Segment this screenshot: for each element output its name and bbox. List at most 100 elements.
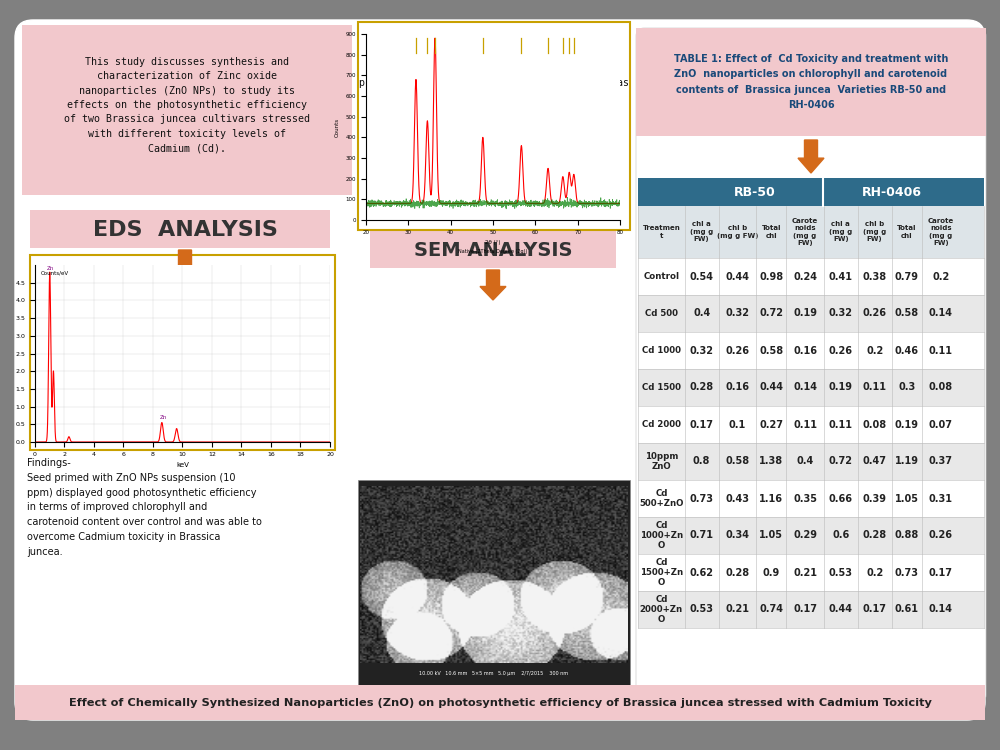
Text: 0.58: 0.58 (725, 457, 749, 466)
Text: 0.17: 0.17 (793, 604, 817, 614)
Text: 0.11: 0.11 (863, 382, 887, 392)
Text: 0.28: 0.28 (690, 382, 714, 392)
Bar (638, 178, 984, 206)
Text: 0.07: 0.07 (929, 419, 953, 430)
Bar (638, 554, 984, 591)
Text: 0.41: 0.41 (829, 272, 853, 281)
Text: 0.1: 0.1 (729, 419, 746, 430)
Text: chl a
(mg g
FW): chl a (mg g FW) (829, 221, 852, 242)
Bar (22, 25, 352, 195)
Text: 0.2: 0.2 (866, 346, 883, 355)
Text: 0.24: 0.24 (793, 272, 817, 281)
Text: 0.2: 0.2 (866, 568, 883, 578)
Text: 0.32: 0.32 (725, 308, 749, 319)
Text: Total
chl: Total chl (897, 225, 917, 238)
Text: Cd
500+ZnO: Cd 500+ZnO (639, 489, 684, 508)
Text: 0.73: 0.73 (895, 568, 919, 578)
Text: 0.98: 0.98 (759, 272, 783, 281)
Text: 0.39: 0.39 (863, 494, 887, 503)
Text: 0.47: 0.47 (863, 457, 887, 466)
Text: 0.4: 0.4 (693, 308, 710, 319)
Text: 0.35: 0.35 (793, 494, 817, 503)
Text: EDS  ANALYSIS: EDS ANALYSIS (93, 220, 277, 240)
Text: RH-0406: RH-0406 (862, 185, 922, 199)
Polygon shape (798, 140, 824, 173)
Bar (638, 295, 984, 332)
Text: 0.31: 0.31 (929, 494, 953, 503)
Text: 0.17: 0.17 (863, 604, 887, 614)
Bar (638, 332, 984, 369)
Text: 0.53: 0.53 (690, 604, 714, 614)
Text: 0.2: 0.2 (932, 272, 949, 281)
Text: 0.43: 0.43 (725, 494, 749, 503)
Bar (638, 480, 984, 517)
Text: 0.11: 0.11 (929, 346, 953, 355)
Text: 0.72: 0.72 (829, 457, 853, 466)
Text: 0.4: 0.4 (796, 457, 814, 466)
Text: 0.74: 0.74 (759, 604, 783, 614)
FancyBboxPatch shape (636, 28, 986, 703)
Text: 0.8: 0.8 (693, 457, 710, 466)
Bar (358, 22, 630, 230)
Text: 0.26: 0.26 (863, 308, 887, 319)
Bar (638, 517, 984, 554)
Text: 0.21: 0.21 (793, 568, 817, 578)
Text: ZnO NPs were synthesized by chemical
precipitation method and characterization w: ZnO NPs were synthesized by chemical pre… (359, 64, 629, 146)
Text: 10ppm
ZnO: 10ppm ZnO (645, 452, 678, 471)
Text: 0.19: 0.19 (895, 419, 919, 430)
Text: 0.88: 0.88 (895, 530, 919, 541)
Bar (638, 591, 984, 628)
Text: 1.05: 1.05 (759, 530, 783, 541)
Text: 0.32: 0.32 (829, 308, 853, 319)
Text: Cd
2000+Zn
O: Cd 2000+Zn O (640, 595, 683, 625)
Text: chl a
(mg g
FW): chl a (mg g FW) (690, 221, 713, 242)
Text: Zn: Zn (47, 266, 54, 272)
Text: Cd 1500: Cd 1500 (642, 383, 681, 392)
Text: Control: Control (643, 272, 679, 281)
Text: 0.6: 0.6 (832, 530, 849, 541)
Bar (638, 206, 984, 258)
Text: 1.05: 1.05 (895, 494, 919, 503)
Text: TABLE 1: Effect of  Cd Toxicity and treatment with
ZnO  nanoparticles on chlorop: TABLE 1: Effect of Cd Toxicity and treat… (674, 53, 948, 110)
Text: 0.54: 0.54 (690, 272, 714, 281)
Bar (358, 480, 630, 685)
Text: 0.26: 0.26 (929, 530, 953, 541)
Text: 0.58: 0.58 (895, 308, 919, 319)
Bar (636, 28, 986, 136)
Text: 0.28: 0.28 (725, 568, 749, 578)
Text: 0.66: 0.66 (829, 494, 853, 503)
Text: 0.58: 0.58 (759, 346, 783, 355)
Text: 0.11: 0.11 (793, 419, 817, 430)
Text: 0.14: 0.14 (929, 604, 953, 614)
Text: 0.17: 0.17 (929, 568, 953, 578)
Text: 0.73: 0.73 (690, 494, 714, 503)
Text: Effect of Chemically Synthesized Nanoparticles (ZnO) on photosynthetic efficienc: Effect of Chemically Synthesized Nanopar… (69, 698, 931, 707)
Text: 0.19: 0.19 (829, 382, 853, 392)
Text: 1.38: 1.38 (759, 457, 783, 466)
Text: 0.27: 0.27 (759, 419, 783, 430)
Text: 10.00 kV   10.6 mm   5×5 mm   5.0 µm    2/7/2015    300 nm: 10.00 kV 10.6 mm 5×5 mm 5.0 µm 2/7/2015 … (419, 671, 569, 676)
Text: RB-50: RB-50 (733, 185, 775, 199)
Text: 0.21: 0.21 (725, 604, 749, 614)
Text: Carote
noids
(mg g
FW): Carote noids (mg g FW) (928, 217, 954, 246)
Bar (358, 25, 630, 195)
Bar (638, 258, 984, 295)
Text: Zn: Zn (160, 415, 167, 420)
Text: 0.44: 0.44 (725, 272, 749, 281)
Text: 0.3: 0.3 (898, 382, 915, 392)
Text: 0.37: 0.37 (929, 457, 953, 466)
Text: 0.72: 0.72 (759, 308, 783, 319)
Text: Cd 2000: Cd 2000 (642, 420, 681, 429)
Text: chl b
(mg g
FW): chl b (mg g FW) (863, 221, 886, 242)
Text: 0.9: 0.9 (763, 568, 780, 578)
Bar (638, 406, 984, 443)
Text: 0.26: 0.26 (725, 346, 749, 355)
Text: 0.44: 0.44 (759, 382, 783, 392)
Text: Native (2Theta Degree (2q)): Native (2Theta Degree (2q)) (458, 250, 528, 254)
Bar (638, 443, 984, 480)
Text: 0.17: 0.17 (690, 419, 714, 430)
Text: 0.08: 0.08 (929, 382, 953, 392)
Text: Cd 500: Cd 500 (645, 309, 678, 318)
Text: chl b
(mg g FW): chl b (mg g FW) (717, 225, 758, 238)
Text: Counts/eV: Counts/eV (41, 270, 69, 275)
